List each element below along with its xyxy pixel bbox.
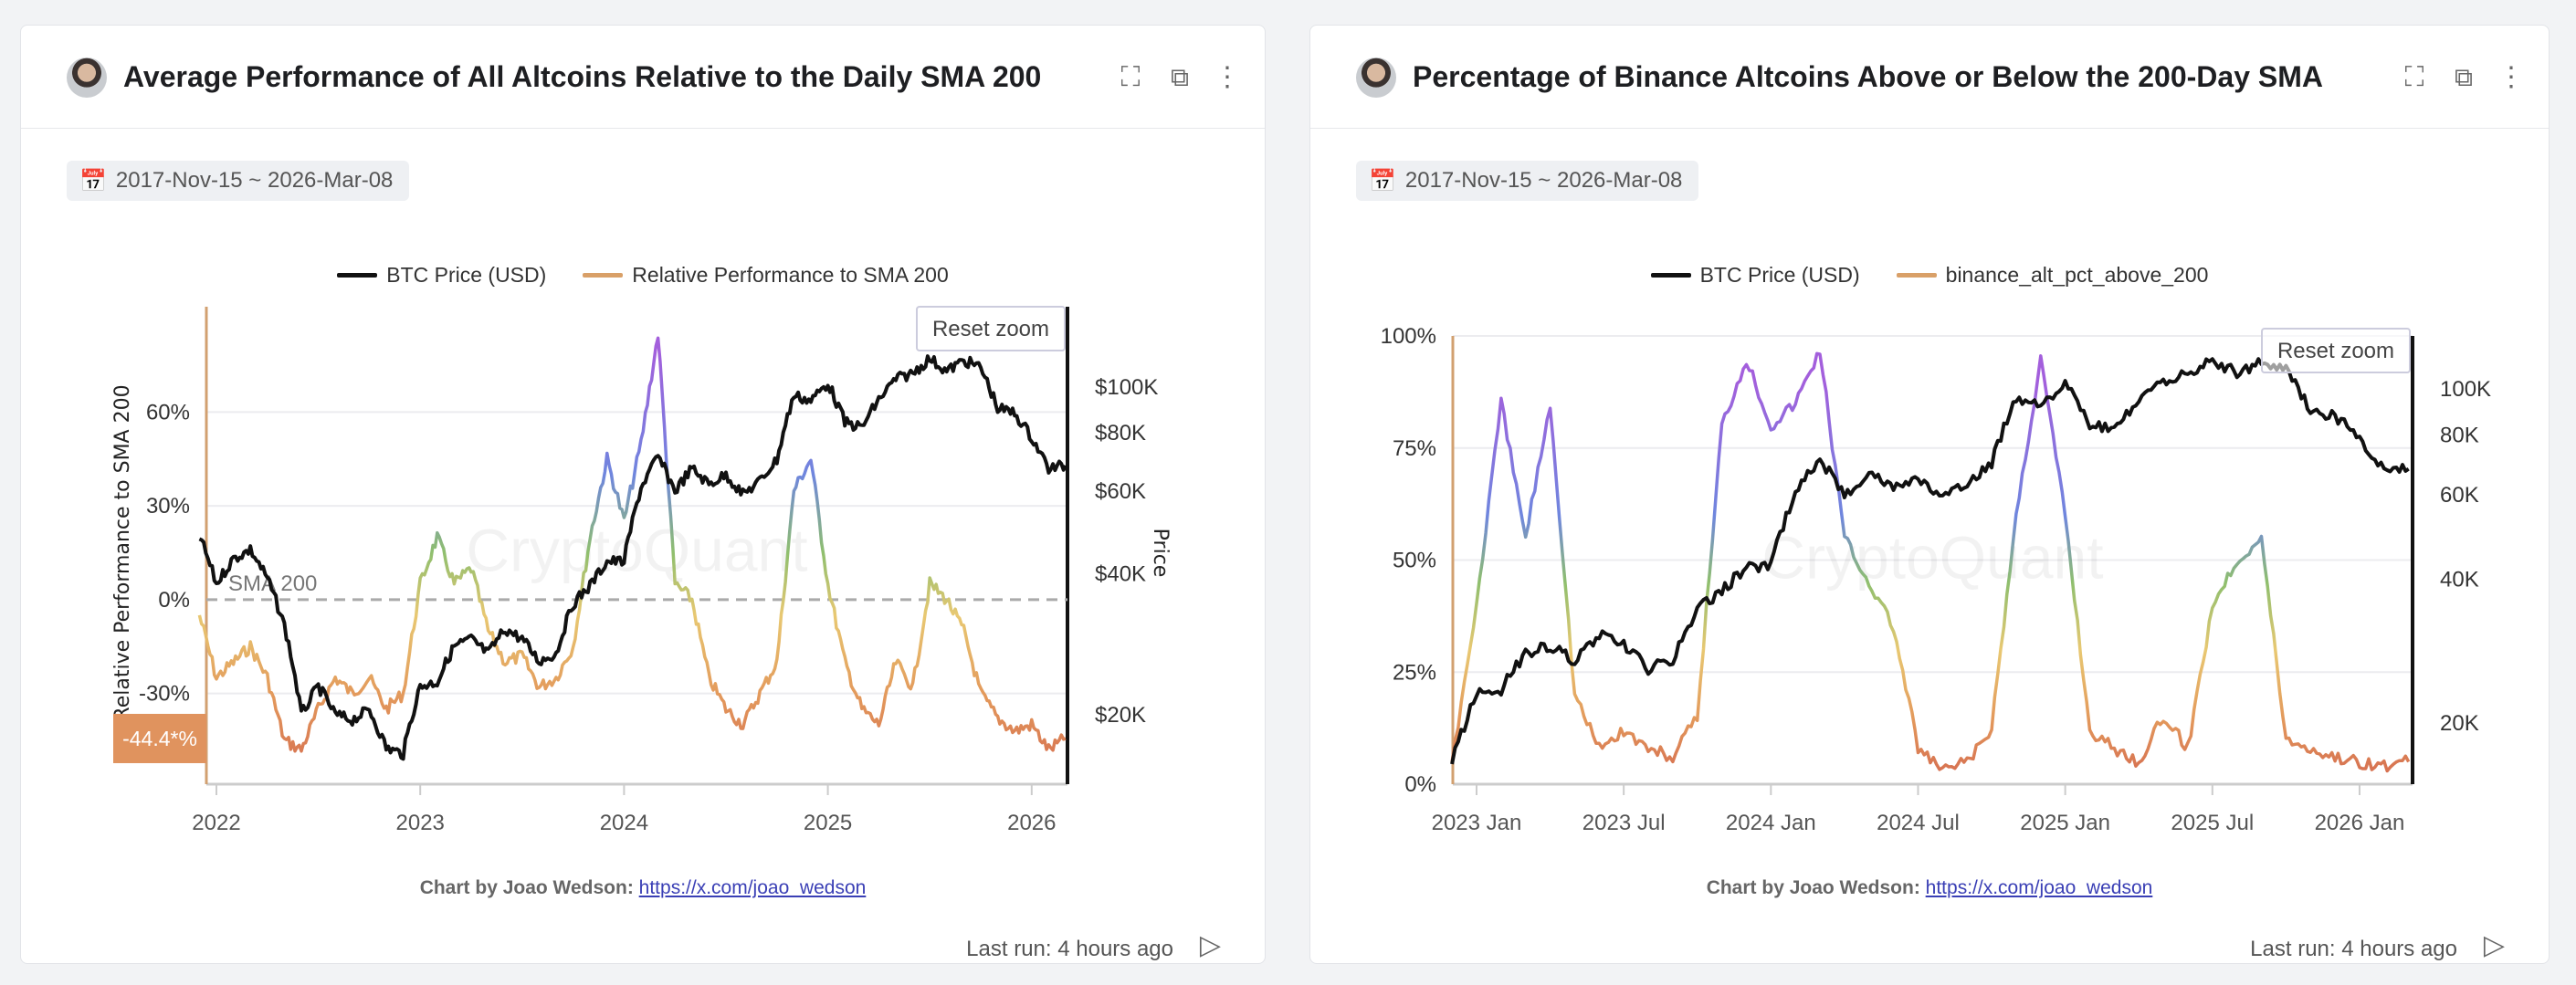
legend-item-btc[interactable]: BTC Price (USD) [337,263,546,288]
y2-tick-label: $40K [1095,561,1146,586]
legend-item-metric[interactable]: binance_alt_pct_above_200 [1896,263,2208,288]
card-header: Average Performance of All Altcoins Rela… [21,26,1265,129]
x-tick-label: 2026 [1007,811,1056,835]
y-tick-label: -30% [139,682,190,707]
x-tick-label: 2025 [804,811,852,835]
date-range-label: 2017-Nov-15 ~ 2026-Mar-08 [1404,168,1683,193]
expand-icon[interactable]: ⛶ [2404,62,2424,92]
y2-tick-label: 40K [2440,567,2479,592]
last-value-label: -44.4*% [122,727,197,750]
x-tick-label: 2024 [600,811,648,835]
y-tick-label: 0% [158,588,190,613]
more-icon[interactable]: ⋮ [1214,62,1241,92]
btc-price-line [1450,357,2410,765]
date-range-picker[interactable]: 📅 2017-Nov-15 ~ 2026-Mar-08 [67,161,410,201]
chart-plot: 60% 30% 0% -30% $100K $80K $60K $40K $20K 2022 202… [111,306,1172,835]
chart-title: Percentage of Binance Altcoins Above or … [1413,60,2323,93]
legend: BTC Price (USD) Relative Performance to … [21,263,1265,288]
run-play-icon[interactable]: ▷ [1199,930,1221,960]
watermark: CryptoQuant [1761,524,2103,592]
y2-tick-label: 100K [2440,377,2491,402]
y-axis-title: Relative Performance to SMA 200 [111,384,134,720]
y-tick-label: 60% [146,400,190,424]
reset-zoom-label: Reset zoom [2277,339,2394,363]
x-tick-label: 2023 Jan [1432,811,1522,835]
chart-credit: Chart by Joao Wedson: https://x.com/joao… [419,877,867,898]
legend-item-metric[interactable]: Relative Performance to SMA 200 [583,263,949,288]
reset-zoom-button-bg [916,306,1066,351]
reset-zoom-button[interactable]: Reset zoom [916,306,1066,351]
card-header: Percentage of Binance Altcoins Above or … [1310,26,2549,129]
x-tick-label: 2025 Jul [2171,811,2254,835]
y-tick-label: 25% [1393,660,1436,685]
date-range-picker[interactable]: 📅 2017-Nov-15 ~ 2026-Mar-08 [1356,161,1699,201]
y2-tick-label: 20K [2440,711,2479,736]
x-tick-label: 2023 [396,811,445,835]
y2-axis-title: Price [1149,529,1172,578]
reset-zoom-button-bg [2261,328,2411,373]
chart-title: Average Performance of All Altcoins Rela… [123,60,1042,93]
x-tick-label: 2022 [192,811,240,835]
chart-card-binance-pct-above-sma: Percentage of Binance Altcoins Above or … [1309,25,2550,964]
date-range-label: 2017-Nov-15 ~ 2026-Mar-08 [115,168,394,193]
x-tick-label: 2024 Jul [1877,811,1960,835]
chart-credit: Chart by Joao Wedson: https://x.com/joao… [1706,877,2153,898]
external-link-icon[interactable]: ⧉ [2455,63,2473,91]
chart-plot: 100% 75% 50% 25% 0% 100K 80K 60K 40K 20K 2023 Jan 2… [1381,324,2491,835]
y2-tick-label: $80K [1095,421,1146,445]
last-run-label: Last run: 4 hours ago [966,937,1173,961]
avatar [67,58,107,98]
y2-tick-label: $100K [1095,375,1158,400]
y2-tick-label: $60K [1095,479,1146,504]
x-tick-label: 2025 Jan [2020,811,2110,835]
expand-icon[interactable]: ⛶ [1120,62,1141,92]
btc-price-line [198,354,1067,761]
more-icon[interactable]: ⋮ [2497,62,2525,92]
y2-tick-label: $20K [1095,703,1146,728]
y2-tick-label: 60K [2440,483,2479,508]
watermark: CryptoQuant [466,517,807,584]
y-tick-label: 50% [1393,549,1436,573]
chart-card-altcoin-performance: Average Performance of All Altcoins Rela… [20,25,1266,964]
y-tick-label: 75% [1393,436,1436,461]
x-tick-label: 2023 Jul [1582,811,1666,835]
legend-item-btc[interactable]: BTC Price (USD) [1650,263,1860,288]
y2-tick-label: 80K [2440,424,2479,448]
legend: BTC Price (USD) binance_alt_pct_above_20… [1310,263,2549,288]
last-value-badge [113,713,206,763]
x-tick-label: 2026 Jan [2315,811,2405,835]
avatar [1356,58,1396,98]
y-tick-label: 0% [1404,772,1436,797]
reset-zoom-label: Reset zoom [932,317,1049,341]
y-tick-label: 30% [146,494,190,519]
last-run-label: Last run: 4 hours ago [2250,937,2457,961]
x-tick-label: 2024 Jan [1726,811,1816,835]
external-link-icon[interactable]: ⧉ [1171,63,1189,91]
run-play-icon[interactable]: ▷ [2483,930,2505,960]
reset-zoom-button[interactable]: Reset zoom [2261,328,2411,373]
calendar-icon: 📅 [1369,168,1396,194]
y-tick-label: 100% [1381,324,1436,349]
metric-series-line [197,336,1067,753]
credit-link[interactable]: https://x.com/joao_wedson [1925,877,2153,898]
metric-series-line [1450,351,2411,773]
credit-link[interactable]: https://x.com/joao_wedson [638,877,867,898]
calendar-icon: 📅 [79,168,107,194]
